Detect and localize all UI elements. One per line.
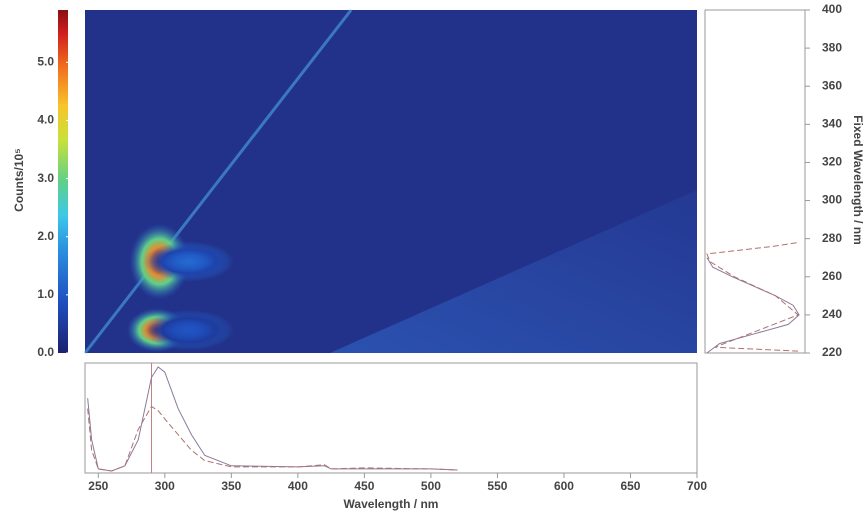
colorbar-tick-label: 2.0 [37,229,54,243]
y-tick-label: 220 [822,345,842,359]
y-tick-label: 360 [822,78,842,92]
colorbar-tick-label: 1.0 [37,287,54,301]
second-order-region [330,190,697,353]
side-line [706,241,800,352]
x-axis-label: Wavelength / nm [344,497,439,511]
x-tick-label: 300 [155,479,175,493]
x-tick-label: 400 [288,479,308,493]
x-tick-label: 650 [620,479,640,493]
peak [143,310,234,351]
y-tick-label: 260 [822,269,842,283]
spectrum-line [87,366,458,472]
y-tick-label: 340 [822,117,842,131]
spectrum-line [87,405,458,472]
peak [143,241,234,282]
x-tick-label: 250 [88,479,108,493]
x-tick-label: 700 [687,479,707,493]
x-tick-label: 450 [354,479,374,493]
colorbar-tick-label: 0.0 [37,345,54,359]
colorbar [58,10,68,353]
side-panel [704,9,806,354]
y-tick-label: 320 [822,155,842,169]
y-tick-label: 380 [822,40,842,54]
scatter-line [83,9,353,354]
colorbar-tick-label: 5.0 [37,54,54,68]
y-tick-label: 280 [822,231,842,245]
x-tick-label: 600 [554,479,574,493]
x-tick-label: 550 [487,479,507,493]
y-tick-label: 300 [822,193,842,207]
x-tick-label: 350 [221,479,241,493]
colorbar-label: Counts/10⁵ [12,148,26,212]
y-tick-label: 400 [822,2,842,16]
x-tick-label: 500 [421,479,441,493]
colorbar-tick-label: 4.0 [37,113,54,127]
y-axis-label: Fixed Wavelength / nm [851,115,864,245]
side-line [706,257,800,354]
y-tick-label: 240 [822,307,842,321]
bottom-panel [84,362,698,474]
colorbar-tick-label: 3.0 [37,171,54,185]
